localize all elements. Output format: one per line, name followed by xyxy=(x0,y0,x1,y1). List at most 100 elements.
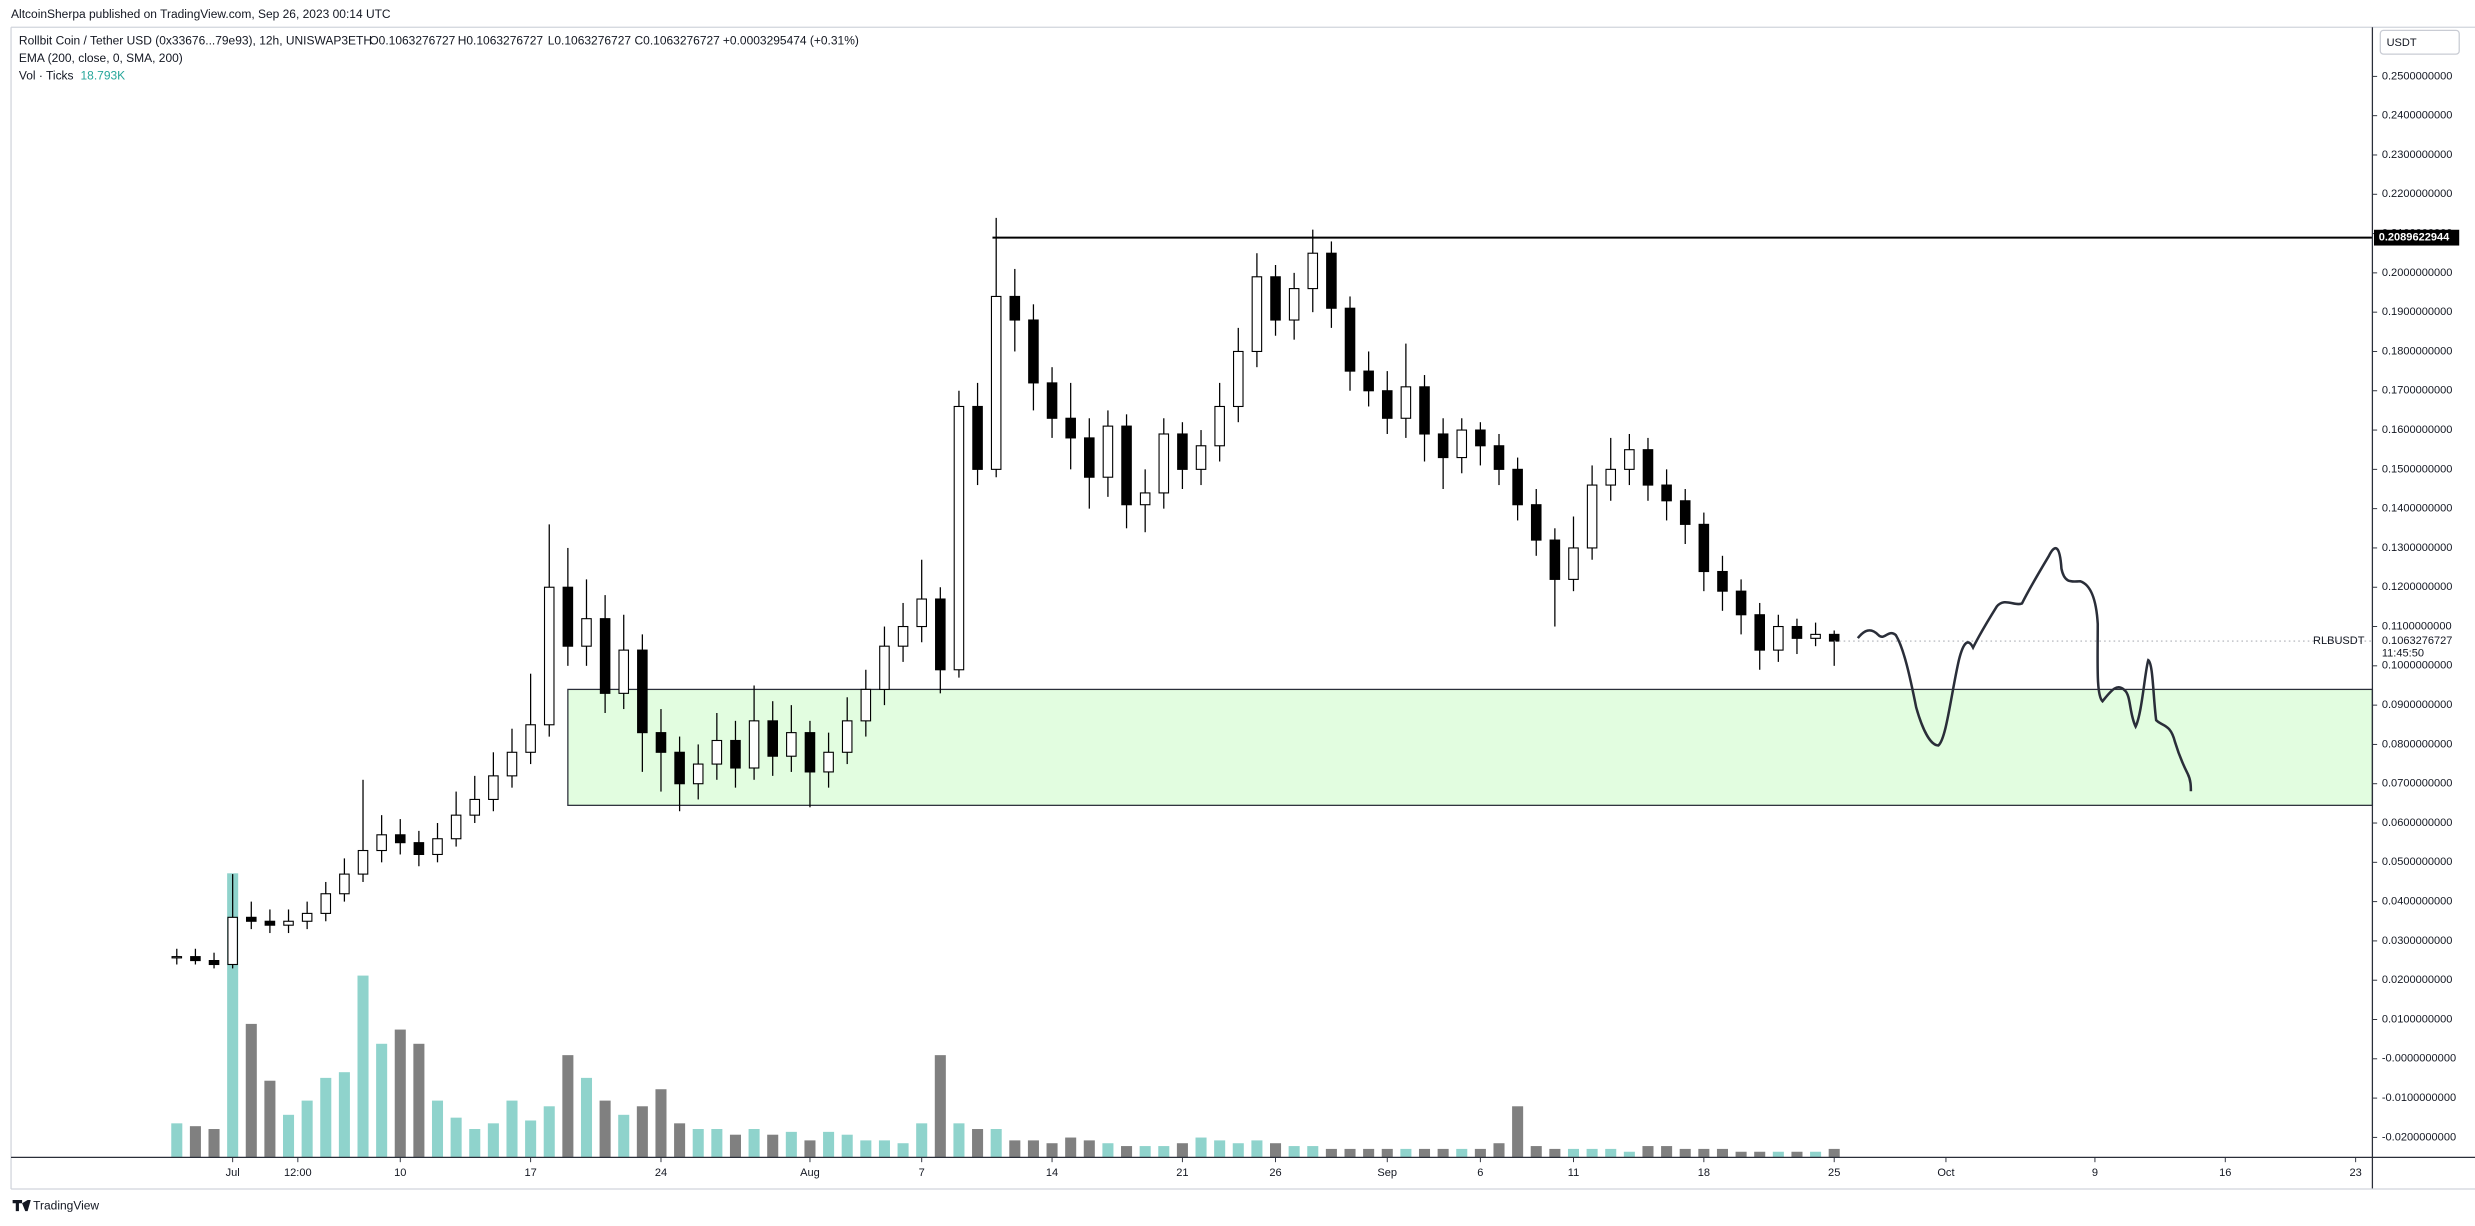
volume-bar xyxy=(264,1080,276,1158)
y-tick-label: 0.1200000000 xyxy=(2382,581,2453,593)
volume-bar xyxy=(1139,1146,1151,1158)
candle-body xyxy=(1084,437,1095,478)
symbol: Rollbit Coin / Tether USD (0x33676...79e… xyxy=(19,34,372,48)
volume-bar xyxy=(767,1134,779,1158)
candle-body xyxy=(1828,633,1840,642)
volume-bar xyxy=(413,1043,425,1158)
volume-bar xyxy=(916,1123,928,1158)
candle-body xyxy=(320,893,332,914)
volume-label[interactable]: Vol · Ticks xyxy=(19,68,74,82)
candle-body xyxy=(730,739,741,769)
candle-body xyxy=(599,618,611,694)
volume-bar xyxy=(1046,1143,1058,1158)
y-tick-label: 0.1100000000 xyxy=(2382,620,2452,632)
volume-bar xyxy=(525,1120,537,1158)
volume-bar xyxy=(1810,1151,1822,1158)
volume-bar xyxy=(748,1129,760,1158)
volume-bar xyxy=(1456,1148,1468,1158)
y-tick-label: 0.0800000000 xyxy=(2382,738,2453,750)
ohlc-close: C0.1063276727 xyxy=(635,34,721,48)
candle-body xyxy=(1270,276,1281,321)
volume-bar xyxy=(1027,1140,1039,1158)
volume-bar xyxy=(1121,1146,1133,1158)
candle-body xyxy=(1381,390,1393,419)
candle-body xyxy=(711,739,723,765)
candle-body xyxy=(1363,370,1374,392)
volume-bar xyxy=(1009,1140,1021,1158)
candle-body xyxy=(208,960,220,966)
candle-body xyxy=(1679,500,1691,525)
x-tick-label: 11 xyxy=(1568,1167,1579,1179)
y-tick-label: 0.1000000000 xyxy=(2382,660,2453,672)
candle-body xyxy=(301,912,313,922)
candle-body xyxy=(525,724,536,753)
last-price-symbol: RLBUSDT xyxy=(2313,635,2365,647)
candle-body xyxy=(1028,319,1039,384)
volume-bar xyxy=(1232,1143,1244,1158)
plot-area xyxy=(171,217,2374,1158)
x-tick-label: 10 xyxy=(394,1167,406,1179)
candle-body xyxy=(432,838,443,856)
candle-body xyxy=(1177,433,1188,470)
y-tick-label: 0.0900000000 xyxy=(2382,699,2453,711)
volume-bar xyxy=(1586,1148,1598,1158)
y-tick-label: 0.2300000000 xyxy=(2382,149,2453,161)
volume-bar xyxy=(897,1143,909,1158)
candle-body xyxy=(1214,405,1225,447)
resistance-price-box xyxy=(2373,229,2460,246)
x-tick-label: Oct xyxy=(1937,1167,1954,1179)
currency-button[interactable] xyxy=(2379,29,2460,55)
candle-body xyxy=(1475,429,1486,447)
volume-bar xyxy=(729,1134,741,1158)
volume-bar xyxy=(972,1129,984,1158)
resistance-price-label: 0.2089622944 xyxy=(2379,232,2450,244)
candle-body xyxy=(450,814,462,840)
volume-bar xyxy=(1307,1146,1319,1158)
volume-bar xyxy=(301,1100,313,1158)
volume-bar xyxy=(1325,1148,1337,1158)
candle-body xyxy=(488,775,499,800)
candle-body xyxy=(581,618,592,647)
candle-body xyxy=(1717,570,1728,592)
volume-bar xyxy=(1270,1143,1282,1158)
candle-body xyxy=(748,720,760,769)
volume-bar xyxy=(1176,1143,1188,1158)
candle-body xyxy=(1735,590,1747,616)
candle-body xyxy=(1642,449,1654,486)
candle-body xyxy=(376,834,387,852)
volume-bar xyxy=(450,1117,462,1158)
y-tick-label: 0.0600000000 xyxy=(2382,817,2453,829)
ohlc-high: H0.1063276727 xyxy=(458,34,544,48)
candle-body xyxy=(674,751,685,785)
candle-body xyxy=(1437,433,1449,459)
last-price-label: 0.1063276727 xyxy=(2382,635,2453,647)
candle-body xyxy=(506,751,518,777)
indicator[interactable]: EMA (200, close, 0, SMA, 200) xyxy=(19,51,183,65)
volume-bar xyxy=(1214,1140,1226,1158)
candle-body xyxy=(860,688,872,722)
y-tick-label: -0.0100000000 xyxy=(2382,1092,2456,1104)
currency[interactable]: USDT xyxy=(2387,37,2417,49)
candle-body xyxy=(1139,492,1151,506)
x-tick-label: 25 xyxy=(1828,1167,1840,1179)
volume-bar xyxy=(692,1129,704,1158)
candle-body xyxy=(916,598,927,628)
x-tick-label: 12:00 xyxy=(284,1167,312,1179)
candle-body xyxy=(1065,417,1076,439)
candle-body xyxy=(990,295,1002,470)
volume-bar xyxy=(338,1072,350,1158)
y-tick-label: -0.0000000000 xyxy=(2382,1053,2456,1065)
volume-bar xyxy=(1698,1148,1710,1158)
x-tick-label: 6 xyxy=(1477,1167,1483,1179)
published-line: AltcoinSherpa published on TradingView.c… xyxy=(11,7,391,21)
candle-body xyxy=(1810,633,1821,639)
volume-bar xyxy=(655,1089,667,1158)
candle-body xyxy=(357,849,369,875)
volume-bar xyxy=(189,1126,201,1158)
y-tick-label: 0.0300000000 xyxy=(2382,935,2453,947)
x-tick-label: 16 xyxy=(2219,1167,2231,1179)
candle-body xyxy=(1549,539,1561,580)
y-tick-label: 0.0100000000 xyxy=(2382,1013,2453,1025)
ohlc-low: L0.1063276727 xyxy=(548,34,632,48)
